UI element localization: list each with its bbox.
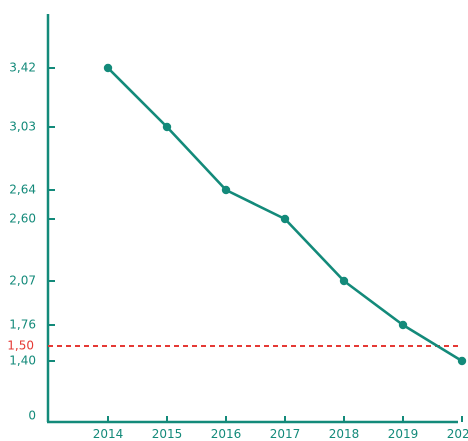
y-tick-label-0: 0 (28, 409, 36, 423)
y-tick-label-2: 1,76 (9, 318, 36, 332)
data-point-2015 (162, 122, 172, 132)
data-point-2014 (103, 63, 113, 73)
data-point-2017 (280, 214, 290, 224)
x-tick-label-6: 2020 (447, 427, 468, 441)
y-tick-label-1: 1,40 (9, 354, 36, 368)
series-group (103, 63, 467, 366)
y-tick-label-4: 2,60 (9, 212, 36, 226)
reference-line-group: 1,50 (7, 339, 458, 353)
y-tick-label-3: 2,07 (9, 274, 36, 288)
x-tick-label-2: 2016 (211, 427, 242, 441)
series-line (107, 67, 463, 363)
x-tick-label-0: 2014 (93, 427, 124, 441)
x-tick-label-1: 2015 (152, 427, 183, 441)
data-point-2016 (221, 185, 231, 195)
y-tick-label-7: 3,42 (9, 61, 36, 75)
y-axis-ticks: 0 1,40 1,76 2,07 2,60 2,64 3,03 3,42 (9, 61, 55, 423)
reference-line-label: 1,50 (7, 339, 34, 353)
data-point-2019 (398, 320, 408, 330)
x-tick-label-3: 2017 (270, 427, 301, 441)
y-tick-label-6: 3,03 (9, 120, 36, 134)
x-tick-label-4: 2018 (329, 427, 360, 441)
data-point-2020 (457, 356, 467, 366)
x-tick-label-5: 2019 (388, 427, 419, 441)
data-point-2018 (339, 276, 349, 286)
x-axis-ticks: 2014 2015 2016 2017 2018 2019 2020 (93, 416, 468, 441)
y-tick-label-5: 2,64 (9, 183, 36, 197)
